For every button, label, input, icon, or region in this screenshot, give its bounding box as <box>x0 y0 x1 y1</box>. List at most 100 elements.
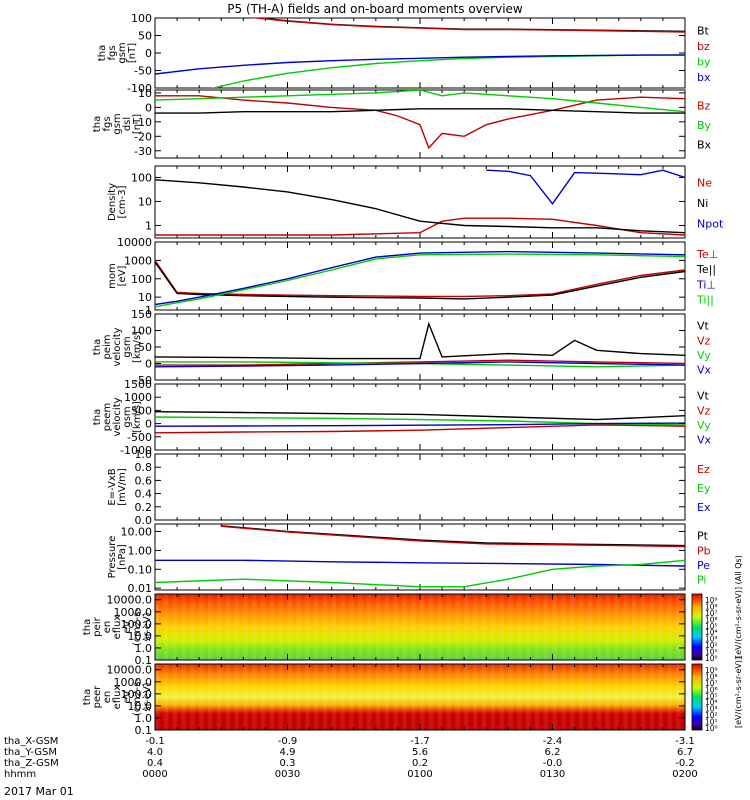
colorbar-tick-label: 10⁷ <box>705 679 718 688</box>
spectrogram-texture <box>190 664 195 730</box>
series-line <box>249 18 685 33</box>
y-tick-label: 1000 <box>124 254 152 267</box>
x-tick-label: 0.4 <box>147 758 163 769</box>
x-tick-label: 0000 <box>142 769 167 780</box>
spectrogram-texture <box>261 664 266 730</box>
colorbar-tick-label: 10⁶ <box>705 685 718 694</box>
x-tick-label: -0.0 <box>543 758 563 769</box>
spectrogram-texture <box>252 594 257 660</box>
spectrogram-texture <box>331 594 337 660</box>
y-axis-label: (cm2-s- <box>132 678 143 716</box>
y-axis-label: peer <box>92 685 103 709</box>
legend-entry: Ez <box>697 463 710 476</box>
x-tick-label: -0.2 <box>675 758 695 769</box>
spectrogram-texture <box>428 664 434 730</box>
legend-entry: Te|| <box>696 263 716 276</box>
colorbar-tick-label: 10⁶ <box>705 615 718 624</box>
series-line <box>155 361 685 368</box>
spectrogram-texture <box>199 664 204 730</box>
spectrogram-texture <box>340 594 345 660</box>
y-axis-label: eV <box>122 690 133 703</box>
legend-entry: Vt <box>697 320 710 333</box>
y-tick-label: 10.0 <box>128 630 153 643</box>
spectrogram-texture <box>234 594 239 660</box>
x-tick-label: 0.3 <box>280 758 296 769</box>
y-axis-label: en <box>102 691 113 704</box>
y-axis-label: (cm2-s- <box>132 608 143 646</box>
spectrogram-texture <box>508 664 513 730</box>
y-axis-label: tha <box>92 116 103 132</box>
legend-entry: by <box>697 56 711 69</box>
spectrogram-texture <box>216 664 222 730</box>
y-axis-label: sr-eV) <box>142 682 153 711</box>
y-tick-label: 1.0 <box>135 448 153 461</box>
series-line <box>155 422 685 427</box>
series-line <box>155 253 685 308</box>
series-line <box>155 321 685 360</box>
spectrogram-texture <box>508 594 513 660</box>
y-axis-label: [nPa] <box>117 544 128 570</box>
series-line <box>155 179 685 234</box>
spectrogram-texture <box>552 664 557 730</box>
colorbar-tick-label: 10³ <box>705 635 718 644</box>
spectrogram-texture <box>358 664 363 730</box>
x-axis-row-label: tha_Z-GSM <box>4 758 59 769</box>
legend-entry: Bz <box>697 100 711 113</box>
y-tick-label: 150 <box>131 308 152 321</box>
series-line <box>155 260 685 298</box>
figure-title: P5 (TH-A) fields and on-board moments ov… <box>227 2 523 16</box>
panel-7: 1.00.80.60.40.20.0 E=-VxB [mV/m] Ez Ey Ex <box>107 448 711 527</box>
legend-entry: Ey <box>697 482 711 495</box>
spectrogram-texture <box>561 664 566 730</box>
y-tick-label: 1.00 <box>128 544 153 557</box>
spectrogram-texture <box>473 594 478 660</box>
spectrogram-texture <box>252 664 257 730</box>
spectrogram-texture <box>596 594 602 660</box>
spectrogram-texture <box>499 664 504 730</box>
y-axis-label: eflux <box>112 615 123 640</box>
colorbar-label: [eV/(cm²-s-sr-eV)] (All Qs) <box>734 555 743 658</box>
y-axis-label: tha <box>92 409 103 425</box>
y-axis-label: [km/s] <box>132 401 143 433</box>
y-tick-label: 10.00 <box>121 526 153 539</box>
spectrogram-texture <box>155 594 160 660</box>
x-tick-label: -1.7 <box>410 736 430 747</box>
y-axis-label: peem <box>102 403 113 431</box>
y-tick-label: -10 <box>134 116 152 129</box>
y-axis-label: [mV/m] <box>117 468 128 506</box>
spectrogram-texture <box>570 664 575 730</box>
x-tick-label: 0130 <box>540 769 565 780</box>
spectrogram-texture <box>349 594 354 660</box>
x-axis-row-label: tha_X-GSM <box>4 736 58 747</box>
y-tick-label: -20 <box>134 130 152 143</box>
colorbar-tick-label: 10⁰ <box>705 654 718 663</box>
y-tick-label: 100 <box>131 325 152 338</box>
x-tick-label: 5.6 <box>412 747 428 758</box>
y-tick-label: 10.0 <box>128 700 153 713</box>
spectrogram-texture <box>579 664 584 730</box>
x-tick-label: 0030 <box>275 769 300 780</box>
spectrogram-texture <box>367 664 372 730</box>
colorbar-tick-label: 10⁷ <box>705 609 718 618</box>
colorbar-tick-label: 10⁴ <box>705 698 718 707</box>
y-tick-label: 0 <box>145 358 152 371</box>
series-line <box>155 359 685 366</box>
y-tick-label: 10 <box>138 87 152 100</box>
colorbar-label: [eV/(cm²-s-sr-eV)] <box>734 657 743 728</box>
date-label: 2017 Mar 01 <box>4 785 74 798</box>
spectrogram-texture <box>437 664 443 730</box>
y-tick-label: 1.0 <box>135 712 153 725</box>
y-axis-label: gsm <box>117 42 128 63</box>
legend-entry: Te⊥ <box>696 248 718 261</box>
spectrogram-texture <box>287 594 292 660</box>
legend-entry: Vx <box>697 364 712 377</box>
y-axis-label: sr-eV) <box>142 612 153 641</box>
panel-frame <box>154 313 686 381</box>
y-tick-label: 10000.0 <box>107 664 153 677</box>
legend-entry: Ne <box>697 176 712 189</box>
y-tick-label: 0 <box>145 418 152 431</box>
x-axis-row-label: hhmm <box>4 769 36 780</box>
spectrogram-texture <box>305 664 310 730</box>
